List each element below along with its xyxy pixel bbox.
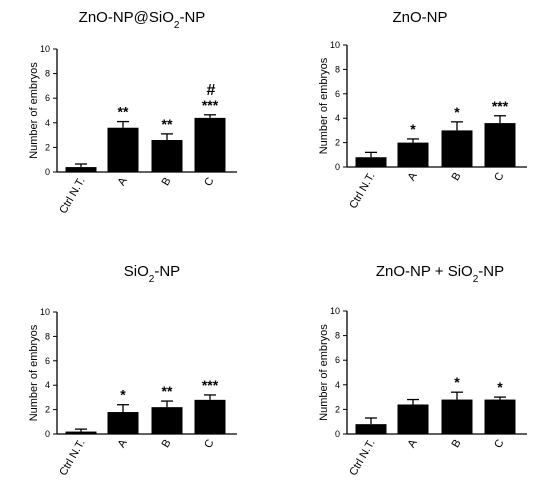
significance-label: *** — [492, 98, 509, 114]
y-tick-label: 0 — [45, 167, 50, 177]
bar — [65, 167, 97, 172]
y-tick-label: 4 — [45, 380, 50, 390]
significance-label: *** — [202, 377, 219, 393]
bar — [397, 142, 429, 167]
significance-label: * — [454, 104, 460, 120]
chart-title: ZnO-NP@SiO2-NP — [79, 9, 206, 31]
y-tick-label: 8 — [45, 69, 50, 79]
y-axis-label: Number of embryos — [318, 324, 330, 421]
y-axis-label: Number of embryos — [28, 324, 40, 421]
y-tick-label: 8 — [45, 331, 50, 341]
y-tick-label: 4 — [45, 118, 50, 128]
significance-label: * — [497, 379, 503, 395]
bar — [65, 431, 97, 434]
bar — [397, 404, 429, 434]
bar — [484, 123, 516, 167]
y-tick-label: 4 — [335, 380, 340, 390]
y-tick-label: 8 — [335, 64, 340, 74]
y-axis-label: Number of embryos — [28, 62, 40, 159]
significance-label: * — [410, 121, 416, 137]
chart-title: ZnO-NP + SiO2-NP — [376, 263, 504, 285]
significance-label: ** — [118, 104, 129, 120]
bar — [194, 117, 226, 172]
bar — [107, 412, 139, 434]
y-tick-label: 0 — [45, 429, 50, 439]
significance-label: * — [120, 387, 126, 403]
significance-label: * — [454, 374, 460, 390]
y-tick-label: 10 — [40, 307, 50, 317]
significance-label: ** — [162, 383, 173, 399]
bar — [151, 140, 183, 172]
bar — [151, 407, 183, 434]
bar — [355, 157, 387, 167]
y-tick-label: 0 — [335, 429, 340, 439]
y-tick-label: 2 — [335, 404, 340, 414]
y-tick-label: 0 — [335, 162, 340, 172]
y-tick-label: 8 — [335, 331, 340, 341]
y-tick-label: 10 — [330, 40, 340, 50]
y-tick-label: 6 — [45, 356, 50, 366]
chart-title: ZnO-NP — [392, 9, 447, 26]
significance-label: ** — [162, 116, 173, 132]
bar — [484, 399, 516, 434]
significance-label: *** — [202, 97, 219, 113]
bar — [107, 127, 139, 172]
y-tick-label: 10 — [330, 306, 340, 316]
y-tick-label: 4 — [335, 113, 340, 123]
bar — [355, 424, 387, 434]
bar — [441, 130, 473, 167]
y-tick-label: 6 — [335, 89, 340, 99]
y-tick-label: 2 — [45, 405, 50, 415]
y-tick-label: 2 — [335, 138, 340, 148]
y-tick-label: 6 — [45, 93, 50, 103]
y-axis-label: Number of embryos — [318, 57, 330, 154]
bar — [194, 399, 226, 434]
chart-title: SiO2-NP — [124, 263, 180, 285]
y-tick-label: 2 — [45, 142, 50, 152]
y-tick-label: 10 — [40, 44, 50, 54]
extra-significance-label: # — [207, 82, 216, 99]
bar — [441, 399, 473, 434]
y-tick-label: 6 — [335, 355, 340, 365]
